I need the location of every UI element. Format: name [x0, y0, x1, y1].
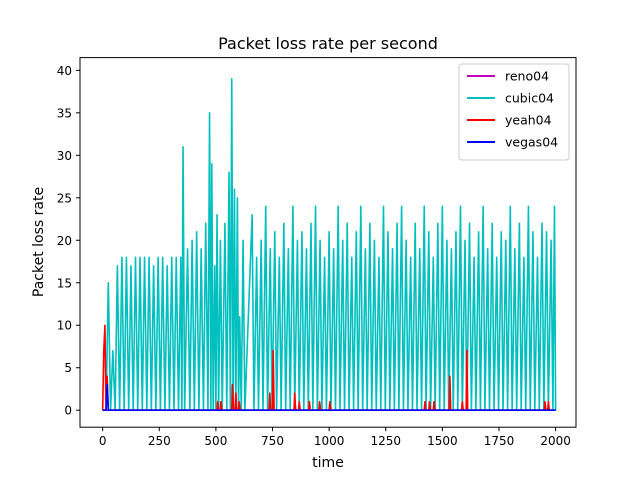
legend-box — [458, 63, 570, 161]
y-tick-label: 0 — [64, 404, 72, 418]
x-tick-label: 1000 — [314, 434, 345, 448]
y-tick-label: 40 — [57, 64, 72, 78]
y-tick-label: 10 — [57, 319, 72, 333]
x-tick-label: 1500 — [427, 434, 458, 448]
legend-label-cubic04: cubic04 — [505, 91, 554, 106]
legend: reno04 cubic04 yeah04 vegas04 — [458, 63, 570, 161]
y-tick-label: 30 — [57, 149, 72, 163]
series-line-cubic04 — [102, 78, 557, 412]
x-tick-label: 500 — [204, 434, 227, 448]
legend-label-yeah04: yeah04 — [505, 113, 552, 128]
x-tick-label: 2000 — [540, 434, 571, 448]
x-tick-label: 750 — [261, 434, 284, 448]
chart-title: Packet loss rate per second — [218, 34, 438, 53]
legend-label-reno04: reno04 — [505, 69, 549, 84]
y-tick-label: 35 — [57, 106, 72, 120]
plot-area — [101, 78, 557, 412]
axes-frame — [79, 57, 577, 428]
y-axis-ticks: 0 5 10 15 20 25 30 35 40 — [57, 64, 80, 418]
y-tick-label: 15 — [57, 276, 72, 290]
x-tick-label: 1250 — [370, 434, 401, 448]
legend-label-vegas04: vegas04 — [505, 135, 558, 150]
y-tick-label: 25 — [57, 191, 72, 205]
x-tick-label: 250 — [148, 434, 171, 448]
x-axis-label: time — [312, 455, 344, 471]
series-line-vegas04 — [102, 383, 556, 412]
y-tick-label: 5 — [64, 361, 72, 375]
x-tick-label: 0 — [99, 434, 107, 448]
x-tick-label: 1750 — [484, 434, 515, 448]
x-axis-ticks: 0 250 500 750 1000 1250 1500 1750 2000 — [99, 427, 571, 448]
y-axis-label: Packet loss rate — [31, 187, 47, 297]
y-tick-label: 20 — [57, 234, 72, 248]
